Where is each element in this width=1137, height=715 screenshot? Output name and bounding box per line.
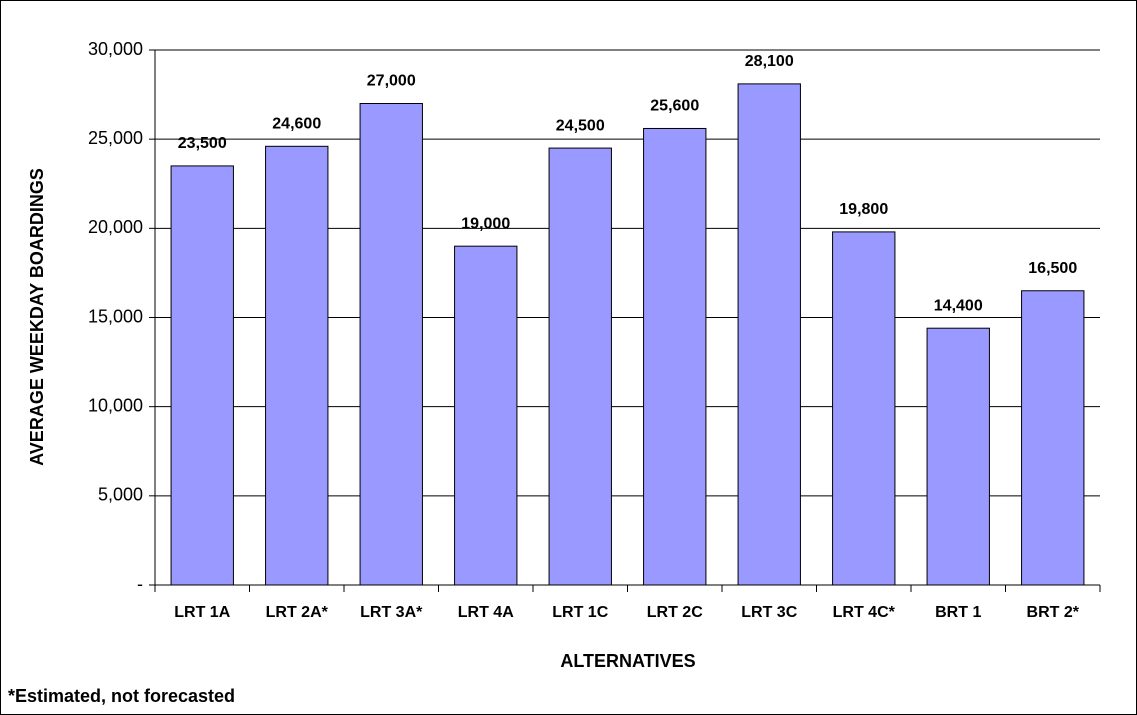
value-label: 23,500 [178,135,227,152]
bar [359,103,423,586]
bar [832,231,896,586]
bar [926,327,990,586]
annotation: *Estimated, not forecasted [8,686,235,706]
y-axis-label: AVERAGE WEEKDAY BOARDINGS [27,168,47,466]
value-label: 27,000 [367,73,416,90]
x-tick-label: LRT 3A* [360,604,423,621]
y-tick-label: 10,000 [88,395,143,415]
bar [170,165,234,586]
x-tick-label: BRT 1 [935,604,981,621]
x-axis-label: ALTERNATIVES [560,651,695,671]
bar [454,245,518,586]
value-label: 24,500 [556,117,605,134]
bar [1021,290,1085,586]
y-tick-label: 25,000 [88,128,143,148]
y-tick-label: - [137,574,143,594]
x-tick-label: LRT 1A [174,604,230,621]
value-label: 24,600 [272,116,321,133]
value-label: 25,600 [650,98,699,115]
x-tick-label: LRT 2C [647,604,703,621]
x-tick-label: LRT 4A [458,604,514,621]
value-label: 28,100 [745,53,794,70]
value-label: 16,500 [1028,260,1077,277]
value-label: 19,800 [839,201,888,218]
y-tick-label: 15,000 [88,306,143,326]
bar [265,145,329,586]
bar [643,127,707,586]
x-tick-label: LRT 4C* [833,604,896,621]
value-label: 14,400 [934,297,983,314]
value-label: 19,000 [461,215,510,232]
y-tick-label: 20,000 [88,217,143,237]
x-tick-label: LRT 3C [741,604,797,621]
x-tick-label: BRT 2* [1027,604,1080,621]
y-tick-label: 5,000 [98,485,143,505]
y-tick-label: 30,000 [88,39,143,59]
x-tick-label: LRT 2A* [266,604,329,621]
bar [737,83,801,586]
x-tick-label: LRT 1C [552,604,608,621]
bar [548,147,612,586]
